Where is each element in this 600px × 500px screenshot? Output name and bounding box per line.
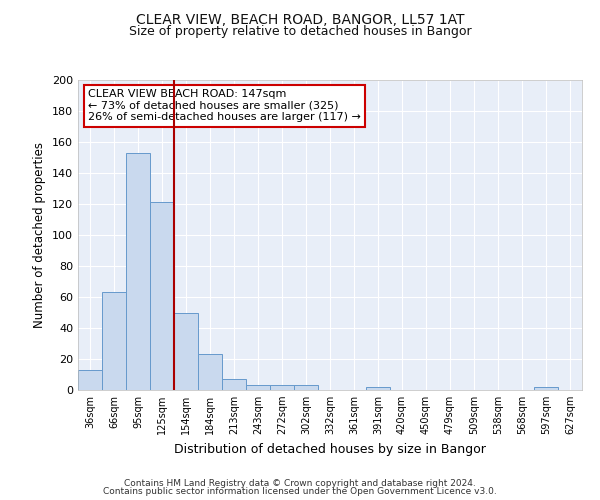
- Bar: [270, 386, 294, 390]
- Bar: [534, 387, 558, 390]
- Bar: [198, 354, 222, 390]
- Bar: [150, 202, 174, 390]
- X-axis label: Distribution of detached houses by size in Bangor: Distribution of detached houses by size …: [174, 442, 486, 456]
- Text: CLEAR VIEW BEACH ROAD: 147sqm
← 73% of detached houses are smaller (325)
26% of : CLEAR VIEW BEACH ROAD: 147sqm ← 73% of d…: [88, 90, 361, 122]
- Text: Contains HM Land Registry data © Crown copyright and database right 2024.: Contains HM Land Registry data © Crown c…: [124, 478, 476, 488]
- Bar: [126, 153, 150, 390]
- Bar: [294, 386, 318, 390]
- Text: Contains public sector information licensed under the Open Government Licence v3: Contains public sector information licen…: [103, 487, 497, 496]
- Bar: [366, 387, 390, 390]
- Y-axis label: Number of detached properties: Number of detached properties: [34, 142, 46, 328]
- Bar: [246, 386, 270, 390]
- Text: CLEAR VIEW, BEACH ROAD, BANGOR, LL57 1AT: CLEAR VIEW, BEACH ROAD, BANGOR, LL57 1AT: [136, 12, 464, 26]
- Bar: [102, 292, 126, 390]
- Bar: [174, 312, 198, 390]
- Bar: [222, 379, 246, 390]
- Text: Size of property relative to detached houses in Bangor: Size of property relative to detached ho…: [128, 25, 472, 38]
- Bar: [78, 370, 102, 390]
